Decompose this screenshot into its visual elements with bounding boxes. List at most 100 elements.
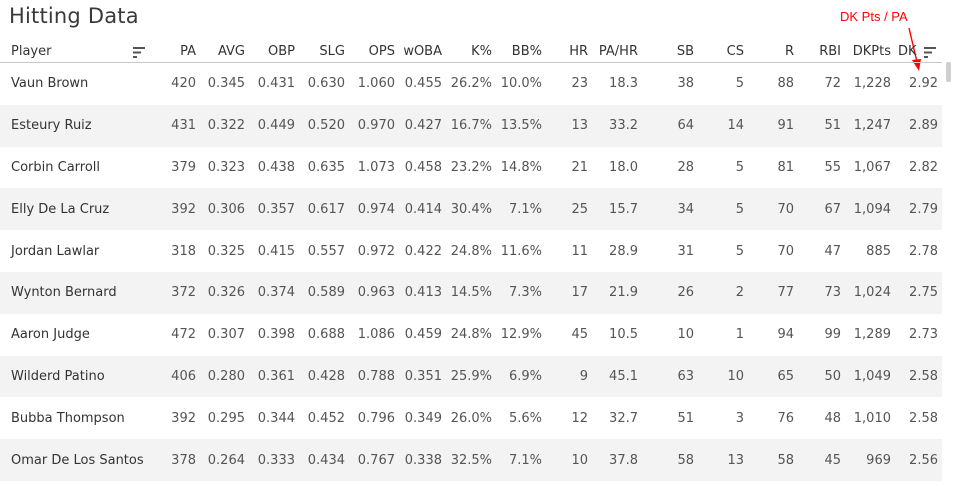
cell-avg: 0.323: [207, 159, 245, 175]
cell-obp: 0.449: [249, 104, 299, 147]
cell-bb: 11.6%: [500, 243, 542, 259]
cell-slg: 0.452: [307, 410, 345, 426]
cell-rbi: 72: [824, 76, 841, 92]
cell-rbi: 73: [798, 271, 845, 314]
cell-hr: 45: [571, 327, 588, 343]
column-header-dkpts[interactable]: DKPts: [845, 40, 895, 63]
cell-k: 26.2%: [450, 76, 492, 92]
table-row[interactable]: Omar De Los Santos 378 0.264 0.333 0.434 0.76…: [0, 439, 942, 481]
cell-slg: 0.589: [299, 271, 349, 314]
cell-avg: 0.264: [200, 439, 249, 481]
cell-sb: 64: [642, 104, 698, 147]
column-header-label: Player: [11, 43, 52, 59]
cell-pa: 420: [171, 76, 196, 92]
player-name-cell: Vaun Brown: [11, 76, 89, 92]
table-row[interactable]: Jordan Lawlar 318 0.325 0.415 0.557 0.972 0.42…: [0, 230, 942, 272]
cell-r: 77: [748, 271, 798, 314]
player-name-cell: Jordan Lawlar: [11, 243, 100, 259]
cell-k: 26.0%: [450, 410, 492, 426]
column-header-obp[interactable]: OBP: [249, 40, 299, 63]
cell-sb: 38: [677, 76, 694, 92]
cell-bb: 13.5%: [496, 104, 546, 147]
cell-rbi: 50: [798, 355, 845, 398]
cell-obp: 0.357: [249, 188, 299, 231]
column-header-label: K%: [471, 43, 492, 59]
column-header-avg[interactable]: AVG: [200, 40, 249, 63]
vertical-scrollbar[interactable]: [942, 62, 953, 486]
cell-hr: 21: [571, 159, 588, 175]
column-header-label: wOBA: [403, 43, 442, 59]
cell-dkpts: 1,094: [845, 188, 895, 231]
cell-sb: 51: [677, 410, 694, 426]
cell-hr: 23: [571, 76, 588, 92]
cell-r: 65: [748, 355, 798, 398]
cell-obp: 0.344: [257, 410, 295, 426]
column-header-rbi[interactable]: RBI: [798, 40, 845, 63]
table-row[interactable]: Elly De La Cruz 392 0.306 0.357 0.617 0.974 0.…: [0, 188, 942, 231]
column-header-cs[interactable]: CS: [698, 40, 748, 63]
column-header-hr[interactable]: HR: [546, 40, 592, 63]
cell-dkpts: 1,289: [853, 327, 891, 343]
cell-avg: 0.322: [200, 104, 249, 147]
column-header-woba[interactable]: wOBA: [399, 40, 446, 63]
cell-sb: 10: [677, 327, 694, 343]
cell-dkppa: 2.92: [909, 76, 938, 92]
cell-bb: 12.9%: [500, 327, 542, 343]
sort-descending-icon[interactable]: [924, 45, 936, 60]
table-row[interactable]: Bubba Thompson 392 0.295 0.344 0.452 0.796 0.3…: [0, 397, 942, 439]
table-row[interactable]: Aaron Judge 472 0.307 0.398 0.688 1.086 0.459 2…: [0, 314, 942, 356]
column-header-slg[interactable]: SLG: [299, 40, 349, 63]
table-row[interactable]: Vaun Brown 420 0.345 0.431 0.630 1.060 0.455 26…: [0, 63, 942, 105]
column-header-player[interactable]: Player: [0, 40, 156, 63]
cell-r: 81: [777, 159, 794, 175]
cell-dkpts: 969: [845, 439, 895, 481]
cell-ops: 0.970: [349, 104, 399, 147]
cell-r: 70: [748, 188, 798, 231]
hitting-table: Player PA AVG OBP SLG OPS wOBA K% BB% HR PA/HR SB CS…: [0, 40, 942, 481]
table-row[interactable]: Wilderd Patino 406 0.280 0.361 0.428 0.788 0.3…: [0, 355, 942, 398]
cell-bb: 7.3%: [496, 271, 546, 314]
cell-avg: 0.325: [207, 243, 245, 259]
cell-cs: 13: [698, 439, 748, 481]
cell-k: 25.9%: [446, 355, 496, 398]
column-header-pa[interactable]: PA: [156, 40, 200, 63]
scrollbar-thumb[interactable]: [946, 62, 951, 82]
cell-dkppa: 2.58: [895, 355, 942, 398]
column-header-pahr[interactable]: PA/HR: [592, 40, 642, 63]
table-row[interactable]: Corbin Carroll 379 0.323 0.438 0.635 1.073 0.4…: [0, 147, 942, 189]
cell-k: 14.5%: [446, 271, 496, 314]
table-row[interactable]: Esteury Ruiz 431 0.322 0.449 0.520 0.970 0.427…: [0, 104, 942, 147]
cell-pahr: 18.3: [609, 76, 638, 92]
cell-rbi: 47: [824, 243, 841, 259]
cell-sb: 34: [642, 188, 698, 231]
sort-icon[interactable]: [133, 45, 145, 60]
column-header-label: HR: [569, 43, 588, 59]
column-header-sb[interactable]: SB: [642, 40, 698, 63]
column-header-bb[interactable]: BB%: [496, 40, 546, 63]
cell-obp: 0.398: [257, 327, 295, 343]
cell-slg: 0.635: [307, 159, 345, 175]
cell-slg: 0.557: [307, 243, 345, 259]
cell-dkppa: 2.75: [895, 271, 942, 314]
cell-cs: 5: [735, 76, 744, 92]
table-row[interactable]: Wynton Bernard 372 0.326 0.374 0.589 0.963 0.4…: [0, 271, 942, 314]
cell-dkpts: 1,049: [845, 355, 895, 398]
column-header-k[interactable]: K%: [446, 40, 496, 63]
cell-bb: 7.1%: [496, 188, 546, 231]
cell-rbi: 48: [824, 410, 841, 426]
cell-ops: 1.073: [357, 159, 395, 175]
cell-sb: 63: [642, 355, 698, 398]
column-header-label: AVG: [217, 43, 245, 59]
cell-bb: 7.1%: [496, 439, 546, 481]
cell-cs: 1: [735, 327, 744, 343]
cell-avg: 0.307: [207, 327, 245, 343]
cell-slg: 0.688: [307, 327, 345, 343]
cell-dkppa: 2.89: [895, 104, 942, 147]
column-header-ops[interactable]: OPS: [349, 40, 399, 63]
cell-sb: 28: [677, 159, 694, 175]
column-header-r[interactable]: R: [748, 40, 798, 63]
cell-obp: 0.415: [257, 243, 295, 259]
page-title: Hitting Data: [9, 4, 139, 28]
column-header-dkppa[interactable]: DK: [895, 40, 942, 63]
